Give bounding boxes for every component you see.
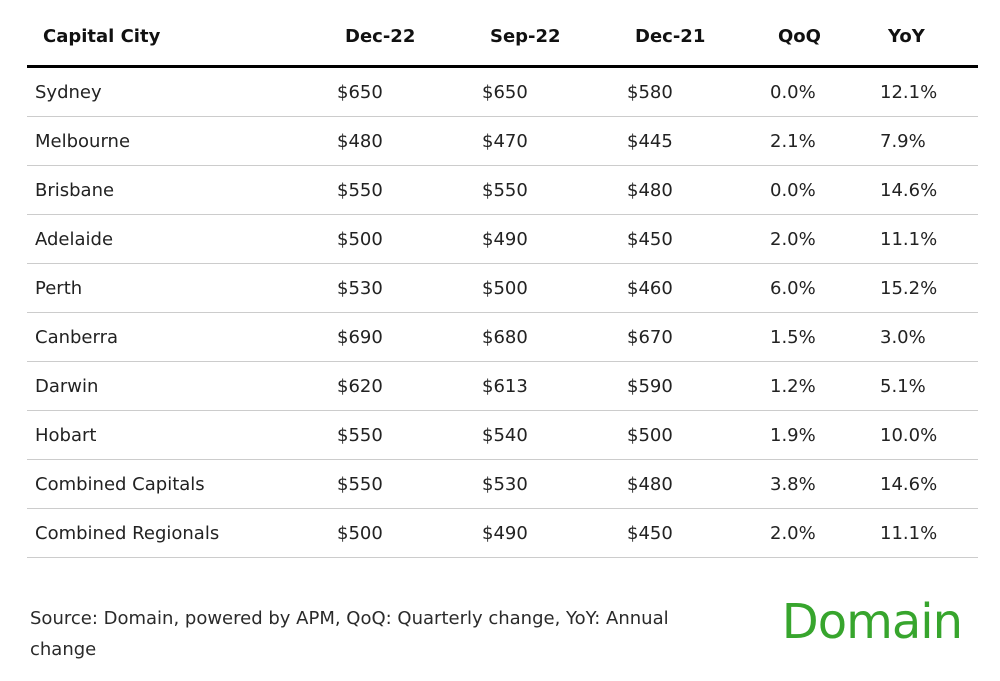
cell-dec22: $530 (329, 263, 474, 313)
cell-dec21: $450 (619, 508, 762, 558)
cell-sep22: $650 (474, 66, 619, 117)
cell-sep22: $613 (474, 361, 619, 411)
cell-qoq: 1.9% (762, 410, 872, 460)
cell-qoq: 1.2% (762, 361, 872, 411)
table-row: Perth $530 $500 $460 6.0% 15.2% (27, 263, 978, 313)
cell-yoy: 14.6% (872, 459, 978, 509)
rent-table: Capital City Dec-22 Sep-22 Dec-21 QoQ Yo… (27, 0, 978, 558)
cell-qoq: 2.0% (762, 214, 872, 264)
cell-capital-city: Hobart (27, 410, 329, 460)
column-header-yoy: YoY (872, 0, 978, 68)
cell-dec22: $550 (329, 165, 474, 215)
table-row: Melbourne $480 $470 $445 2.1% 7.9% (27, 116, 978, 166)
table-row: Sydney $650 $650 $580 0.0% 12.1% (27, 66, 978, 117)
cell-capital-city: Darwin (27, 361, 329, 411)
table-row: Combined Capitals $550 $530 $480 3.8% 14… (27, 459, 978, 509)
column-header-dec22: Dec-22 (329, 0, 474, 68)
cell-sep22: $500 (474, 263, 619, 313)
cell-dec22: $550 (329, 459, 474, 509)
cell-yoy: 7.9% (872, 116, 978, 166)
cell-sep22: $550 (474, 165, 619, 215)
cell-sep22: $680 (474, 312, 619, 362)
column-header-capital-city: Capital City (27, 0, 329, 68)
cell-sep22: $470 (474, 116, 619, 166)
cell-dec22: $480 (329, 116, 474, 166)
cell-dec21: $445 (619, 116, 762, 166)
cell-qoq: 0.0% (762, 66, 872, 117)
table-row: Brisbane $550 $550 $480 0.0% 14.6% (27, 165, 978, 215)
cell-yoy: 3.0% (872, 312, 978, 362)
cell-capital-city: Combined Capitals (27, 459, 329, 509)
cell-yoy: 11.1% (872, 508, 978, 558)
cell-dec22: $690 (329, 312, 474, 362)
cell-qoq: 0.0% (762, 165, 872, 215)
cell-yoy: 10.0% (872, 410, 978, 460)
cell-yoy: 14.6% (872, 165, 978, 215)
cell-dec21: $480 (619, 459, 762, 509)
table-row: Canberra $690 $680 $670 1.5% 3.0% (27, 312, 978, 362)
cell-qoq: 6.0% (762, 263, 872, 313)
source-note: Source: Domain, powered by APM, QoQ: Qua… (30, 603, 720, 665)
cell-qoq: 1.5% (762, 312, 872, 362)
cell-qoq: 3.8% (762, 459, 872, 509)
cell-dec22: $650 (329, 66, 474, 117)
table-body: Sydney $650 $650 $580 0.0% 12.1% Melbour… (27, 66, 978, 558)
cell-capital-city: Adelaide (27, 214, 329, 264)
cell-capital-city: Combined Regionals (27, 508, 329, 558)
cell-capital-city: Perth (27, 263, 329, 313)
footer: Source: Domain, powered by APM, QoQ: Qua… (30, 594, 1000, 665)
cell-dec21: $460 (619, 263, 762, 313)
cell-dec21: $590 (619, 361, 762, 411)
cell-sep22: $530 (474, 459, 619, 509)
cell-yoy: 12.1% (872, 66, 978, 117)
column-header-sep22: Sep-22 (474, 0, 619, 68)
cell-sep22: $490 (474, 214, 619, 264)
cell-sep22: $490 (474, 508, 619, 558)
cell-yoy: 11.1% (872, 214, 978, 264)
cell-dec22: $500 (329, 508, 474, 558)
cell-dec21: $500 (619, 410, 762, 460)
column-header-dec21: Dec-21 (619, 0, 762, 68)
table-row: Hobart $550 $540 $500 1.9% 10.0% (27, 410, 978, 460)
cell-dec21: $580 (619, 66, 762, 117)
cell-dec22: $620 (329, 361, 474, 411)
cell-capital-city: Brisbane (27, 165, 329, 215)
cell-dec21: $670 (619, 312, 762, 362)
cell-dec21: $450 (619, 214, 762, 264)
cell-yoy: 5.1% (872, 361, 978, 411)
table-header-row: Capital City Dec-22 Sep-22 Dec-21 QoQ Yo… (27, 0, 978, 68)
cell-dec22: $500 (329, 214, 474, 264)
cell-sep22: $540 (474, 410, 619, 460)
cell-capital-city: Sydney (27, 66, 329, 117)
source-note-line2: change (30, 639, 97, 660)
cell-yoy: 15.2% (872, 263, 978, 313)
table-row: Darwin $620 $613 $590 1.2% 5.1% (27, 361, 978, 411)
cell-dec22: $550 (329, 410, 474, 460)
table-row: Adelaide $500 $490 $450 2.0% 11.1% (27, 214, 978, 264)
column-header-qoq: QoQ (762, 0, 872, 68)
cell-qoq: 2.1% (762, 116, 872, 166)
table-row: Combined Regionals $500 $490 $450 2.0% 1… (27, 508, 978, 558)
cell-capital-city: Canberra (27, 312, 329, 362)
source-note-line1: Source: Domain, powered by APM, QoQ: Qua… (30, 608, 669, 629)
domain-logo: Domain (781, 594, 963, 650)
cell-dec21: $480 (619, 165, 762, 215)
cell-qoq: 2.0% (762, 508, 872, 558)
cell-capital-city: Melbourne (27, 116, 329, 166)
